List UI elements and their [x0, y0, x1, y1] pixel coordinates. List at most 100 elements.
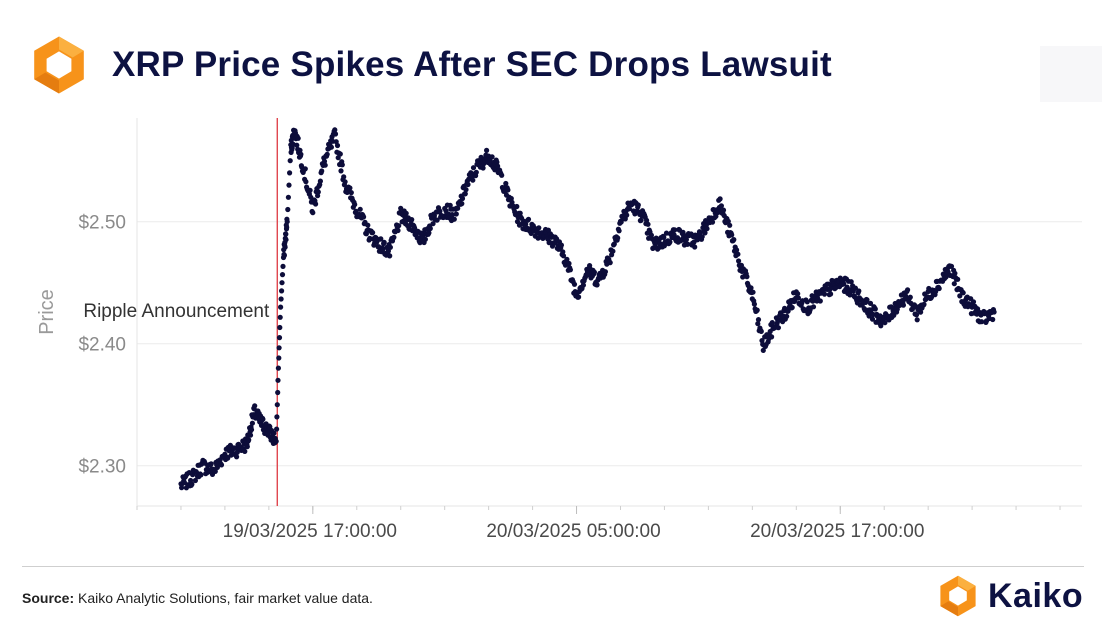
price-point — [365, 222, 371, 228]
price-point — [672, 227, 678, 233]
price-point — [459, 195, 466, 202]
price-point — [828, 291, 834, 297]
price-point — [361, 214, 367, 220]
price-point — [882, 320, 888, 326]
price-point — [718, 203, 725, 209]
price-point — [380, 246, 386, 252]
price-point — [310, 210, 316, 216]
axis-layer: $2.30 $2.40 $2.50 Price 19/03/2025 17:00:00 2… — [36, 118, 1082, 542]
price-point — [278, 296, 284, 302]
price-point — [514, 203, 520, 210]
price-point — [426, 230, 432, 236]
price-point — [282, 244, 288, 250]
price-point — [536, 225, 542, 231]
price-point — [591, 269, 598, 275]
price-point — [212, 468, 218, 474]
price-point — [274, 402, 280, 408]
price-point — [396, 223, 402, 229]
price-point — [338, 168, 344, 174]
price-point — [525, 216, 532, 222]
price-point — [936, 285, 942, 292]
price-point — [276, 355, 282, 361]
price-point — [505, 187, 511, 193]
price-point — [465, 181, 471, 188]
price-point — [422, 236, 428, 242]
price-point — [914, 317, 920, 323]
price-point — [319, 168, 325, 174]
price-point — [470, 165, 477, 171]
annotation-label: Ripple Announcement — [83, 301, 270, 322]
price-point — [352, 201, 358, 208]
price-point — [279, 288, 285, 294]
price-point — [626, 206, 633, 212]
price-point — [473, 169, 479, 175]
price-point — [381, 239, 387, 245]
price-point — [247, 432, 254, 438]
source-note: Source: Kaiko Analytic Solutions, fair m… — [22, 590, 373, 606]
price-point — [302, 166, 308, 172]
price-point — [277, 324, 283, 331]
price-point — [713, 213, 719, 219]
price-point — [225, 455, 231, 461]
price-point — [279, 280, 285, 286]
price-point — [933, 288, 939, 294]
price-point — [817, 298, 823, 304]
price-point — [725, 218, 731, 224]
price-point — [189, 481, 195, 487]
price-point — [179, 485, 185, 491]
price-point — [685, 241, 691, 247]
price-point — [409, 217, 415, 223]
price-point — [198, 472, 204, 478]
price-point — [328, 144, 334, 150]
price-point — [378, 236, 384, 242]
price-point — [218, 462, 225, 468]
price-point — [357, 206, 363, 212]
price-point — [455, 205, 461, 211]
price-point — [495, 163, 501, 169]
price-point — [644, 217, 650, 223]
price-point — [283, 231, 289, 237]
price-point — [821, 291, 828, 297]
price-point — [671, 232, 677, 238]
brand-footer: Kaiko — [936, 574, 1083, 618]
source-label: Source: — [22, 590, 75, 606]
header: XRP Price Spikes After SEC Drops Lawsuit — [28, 30, 832, 100]
price-point — [847, 292, 853, 298]
price-point — [286, 182, 292, 188]
price-point — [280, 263, 286, 269]
price-point — [755, 321, 761, 327]
price-point — [990, 316, 996, 323]
price-point — [804, 299, 810, 305]
price-point — [750, 289, 756, 295]
price-point — [918, 309, 924, 315]
x-tick-label: 20/03/2025 17:00:00 — [750, 521, 924, 542]
price-point — [731, 237, 737, 243]
kaiko-brand-icon — [940, 575, 976, 617]
price-point — [252, 403, 258, 409]
price-point — [274, 414, 280, 420]
price-point — [192, 477, 198, 484]
price-point — [704, 226, 710, 232]
price-point — [775, 325, 782, 331]
price-point — [560, 249, 566, 255]
price-point — [398, 205, 404, 211]
price-point — [298, 151, 304, 157]
price-point — [755, 317, 762, 323]
price-point — [760, 347, 766, 353]
x-tick-label: 19/03/2025 17:00:00 — [223, 521, 397, 542]
price-point — [560, 253, 567, 259]
price-point — [434, 217, 440, 223]
price-point — [281, 252, 287, 258]
price-point — [948, 263, 955, 269]
price-point — [341, 174, 347, 180]
points-layer — [178, 127, 997, 491]
price-point — [991, 309, 997, 315]
price-point — [470, 177, 476, 183]
price-point — [447, 202, 453, 208]
price-point — [615, 235, 621, 241]
price-point — [387, 244, 393, 250]
price-point — [295, 135, 301, 141]
price-point — [246, 437, 252, 443]
price-point — [275, 377, 281, 383]
price-point — [234, 454, 240, 460]
